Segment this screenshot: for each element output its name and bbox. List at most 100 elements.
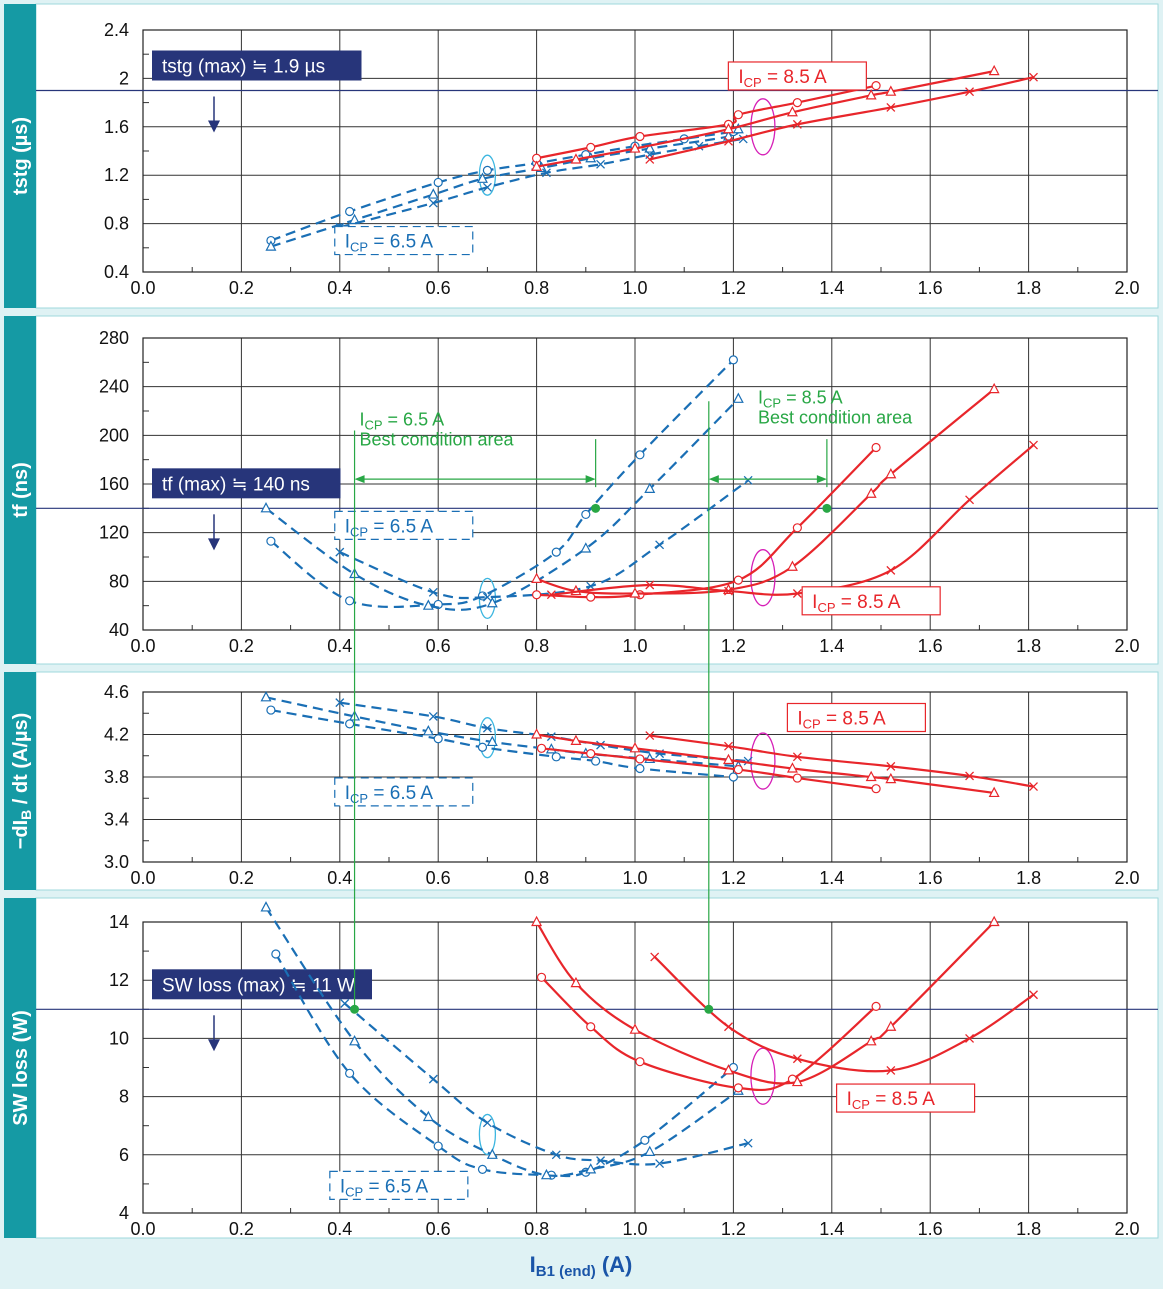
marker-triangle <box>786 762 798 773</box>
series-line-6.5-^ <box>265 398 740 611</box>
marker-circle <box>635 131 645 142</box>
marker-cross <box>1029 72 1038 82</box>
y-tick-label: 8 <box>119 1087 129 1107</box>
x-tick-label: 0.4 <box>327 1219 352 1239</box>
marker-cross <box>724 1022 733 1032</box>
x-tick-label: 1.0 <box>622 1219 647 1239</box>
series-line-6.5-x <box>344 1002 749 1166</box>
x-tick-label: 1.4 <box>819 1219 844 1239</box>
x-tick-label: 0.8 <box>524 868 549 888</box>
marker-triangle <box>531 728 543 739</box>
y-tick-label: 0.8 <box>104 214 129 234</box>
marker-circle <box>591 756 601 766</box>
marker-triangle <box>865 487 877 498</box>
crossing-point <box>591 503 601 513</box>
best-area-arrow-left <box>708 475 719 484</box>
marker-triangle <box>531 915 543 927</box>
marker-triangle <box>486 596 498 608</box>
best-area-title: ICP = 6.5 A <box>359 410 444 433</box>
series-line-6.5-o <box>274 953 735 1178</box>
marker-cross <box>335 698 345 708</box>
series-label-box <box>835 1083 976 1113</box>
y-axis-label: −dIB / dt (A/µs) <box>10 713 34 850</box>
x-tick-label: 1.8 <box>1016 868 1041 888</box>
x-tick-label: 2.0 <box>1114 278 1139 298</box>
marker-cross <box>428 587 438 597</box>
marker-circle <box>871 1001 881 1011</box>
marker-triangle <box>865 89 877 100</box>
marker-cross <box>645 580 655 590</box>
marker-triangle <box>349 1035 361 1046</box>
marker-triangle <box>722 130 734 141</box>
marker-triangle <box>722 753 734 765</box>
y-axis-label: tf (ns) <box>10 462 32 518</box>
x-tick-label: 1.8 <box>1016 278 1041 298</box>
marker-triangle <box>349 213 361 225</box>
marker-cross <box>428 711 438 721</box>
y-tick-label: 240 <box>99 377 129 397</box>
crossing-point <box>822 503 832 513</box>
y-tick-label: 0.4 <box>104 262 129 282</box>
marker-cross <box>541 168 551 178</box>
x-tick-label: 0.6 <box>426 868 451 888</box>
panel-3: −dIB / dt (A/µs) 0.0 0.2 0.4 0.6 0.8 1.0 1.2 1.4… <box>4 671 1159 891</box>
marker-triangle <box>422 1110 434 1122</box>
y-tick-label: 200 <box>99 425 129 445</box>
marker-triangle <box>260 691 272 702</box>
marker-cross <box>792 589 802 598</box>
limit-label: SW loss (max) ≒ 11 W <box>162 975 355 996</box>
panel-box <box>35 671 1159 891</box>
best-area-arrow-left <box>354 475 365 484</box>
marker-circle <box>792 773 802 783</box>
marker-circle <box>871 442 881 453</box>
x-tick-label: 1.0 <box>622 278 647 298</box>
marker-circle <box>586 749 596 759</box>
series-label: ICP = 8.5 A <box>847 1089 936 1112</box>
x-tick-label: 0.6 <box>426 1219 451 1239</box>
marker-triangle <box>885 85 897 96</box>
limit-label: tstg (max) ≒ 1.9 µs <box>162 57 325 78</box>
y-tick-label: 12 <box>109 970 129 990</box>
marker-triangle <box>988 915 1000 927</box>
marker-triangle <box>644 142 656 153</box>
y-tick-label: 3.8 <box>104 767 129 787</box>
x-tick-label: 1.8 <box>1016 636 1041 656</box>
group-ellipse <box>478 717 497 759</box>
marker-triangle <box>644 482 656 493</box>
x-tick-label: 0.4 <box>327 278 352 298</box>
marker-circle <box>733 575 743 585</box>
plot-border <box>142 921 1128 1214</box>
y-tick-label: 1.2 <box>104 165 129 185</box>
series-label-box <box>786 702 927 733</box>
x-tick-label: 0.4 <box>327 636 352 656</box>
marker-cross <box>965 495 975 505</box>
marker-triangle <box>865 770 877 782</box>
group-ellipse <box>750 1047 776 1105</box>
best-area-subtitle: Best condition area <box>359 430 514 450</box>
y-tick-label: 120 <box>99 523 129 543</box>
y-tick-label: 40 <box>109 620 129 640</box>
marker-cross <box>886 1065 896 1075</box>
marker-triangle <box>427 188 439 199</box>
marker-circle <box>792 97 802 108</box>
x-tick-label: 1.6 <box>918 636 943 656</box>
y-tick-label: 3.0 <box>104 852 129 872</box>
marker-cross <box>551 1150 561 1160</box>
marker-cross <box>655 1159 665 1168</box>
limit-arrow-head <box>208 1039 220 1052</box>
series-label-box <box>727 61 867 91</box>
marker-circle <box>271 949 281 959</box>
x-tick-label: 1.4 <box>819 278 844 298</box>
marker-circle <box>536 743 547 753</box>
marker-circle <box>551 547 561 557</box>
marker-circle <box>635 763 645 774</box>
marker-circle <box>482 165 492 175</box>
marker-cross <box>596 159 606 169</box>
x-tick-label: 0.0 <box>130 1219 155 1239</box>
marker-cross <box>886 102 896 112</box>
marker-circle <box>477 742 488 752</box>
marker-cross <box>655 540 665 550</box>
group-ellipse <box>478 1113 497 1156</box>
plot-border <box>142 29 1128 273</box>
marker-triangle <box>629 742 641 753</box>
